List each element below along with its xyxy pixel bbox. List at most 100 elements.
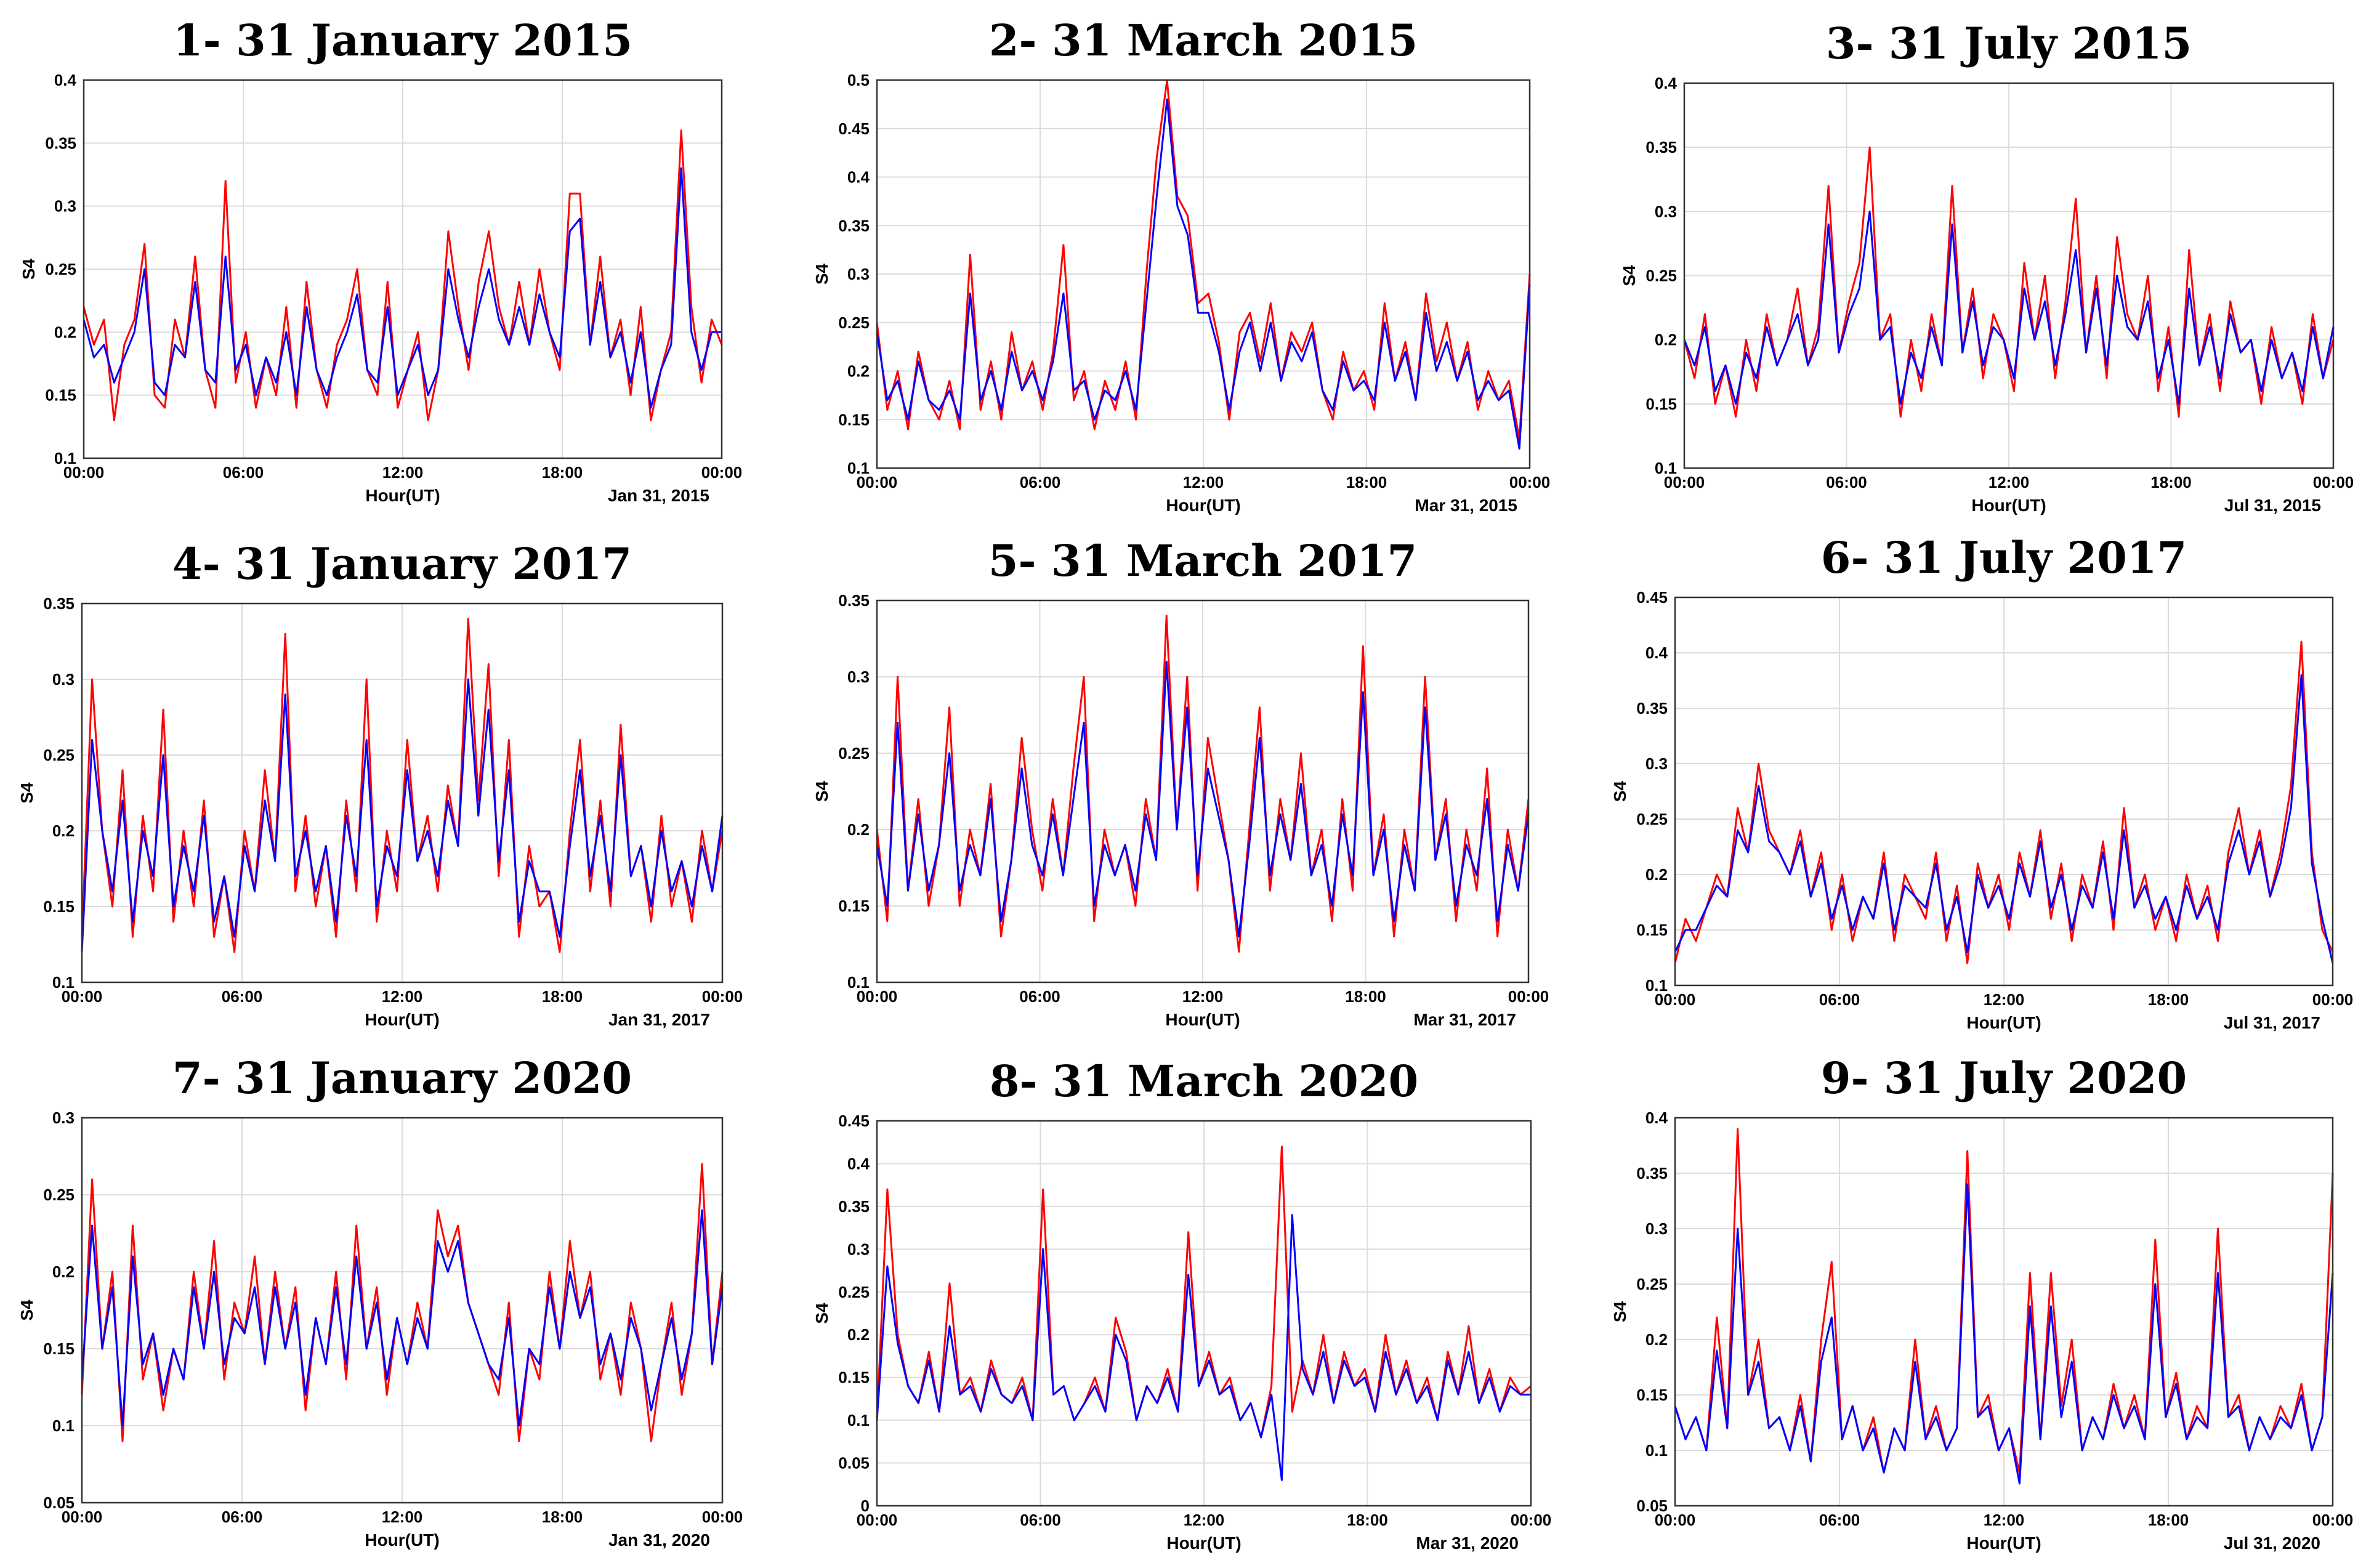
chart-panel-5: 5- 31 March 2017 00:00 06:00 12:00 18:00 00:0… [812,535,1549,1029]
y-axis-label: S4 [1610,780,1629,802]
y-tick-label: 0.4 [847,168,870,187]
x-tick-label: 12:00 [382,463,424,482]
x-axis-label: Hour(UT) [365,1530,439,1550]
series-line-blue [81,1209,724,1427]
x-tick-label: 00:00 [1655,990,1696,1009]
date-label: Jan 31, 2017 [608,1010,710,1029]
x-axis-label: Hour(UT) [1166,496,1240,515]
chart-title: 2- 31 March 2015 [989,15,1418,66]
y-axis-label: S4 [1620,265,1639,286]
x-tick-label: 18:00 [542,463,583,482]
x-tick-label: 12:00 [1184,1511,1225,1529]
y-tick-label: 0.3 [52,670,75,689]
x-tick-label: 00:00 [857,987,898,1006]
x-tick-label: 06:00 [1819,990,1860,1009]
y-tick-label: 0.15 [1636,1386,1668,1404]
y-tick-label: 0.35 [838,591,870,610]
date-label: Jul 31, 2015 [2224,496,2321,515]
y-axis-label: S4 [812,780,831,802]
chart-title: 3- 31 July 2015 [1826,18,2192,69]
x-tick-label: 18:00 [2148,990,2189,1009]
y-tick-label: 0.25 [1636,1275,1668,1293]
y-tick-label: 0.3 [847,1240,870,1258]
y-tick-label: 0.4 [847,1154,870,1173]
x-tick-label: 12:00 [382,1508,423,1526]
x-tick-label: 18:00 [1345,987,1386,1006]
y-tick-label: 0.15 [1645,395,1677,413]
series-line-red [876,1146,1532,1439]
plot-frame [1674,596,2334,987]
x-tick-label: 06:00 [1020,1511,1061,1529]
date-label: Jan 31, 2015 [608,486,709,505]
y-tick-label: 0.35 [43,594,75,613]
y-tick-label: 0.5 [847,71,870,89]
x-tick-label: 18:00 [2150,473,2192,491]
date-label: Mar 31, 2017 [1413,1010,1516,1029]
y-tick-label: 0.2 [54,323,76,341]
chart-panel-2: 2- 31 March 2015 00:00 06:00 12:00 18:00 00:0… [812,15,1550,515]
series-line-blue [1674,1183,2334,1485]
y-tick-label: 0.2 [1645,865,1668,884]
x-tick-label: 06:00 [1819,1511,1860,1529]
plot-frame [81,1117,724,1504]
y-tick-label: 0.15 [43,897,75,916]
y-tick-label: 0.1 [52,1416,75,1435]
y-tick-label: 0.05 [43,1493,75,1512]
y-axis-label: S4 [17,782,36,804]
x-axis-label: Hour(UT) [1966,1013,2041,1032]
y-tick-label: 0.3 [1645,1219,1668,1238]
x-axis-label: Hour(UT) [1165,1010,1240,1029]
x-tick-label: 00:00 [1508,987,1549,1006]
y-tick-label: 0.1 [1645,1441,1668,1460]
x-tick-label: 12:00 [1988,473,2030,491]
date-label: Jan 31, 2020 [608,1530,710,1550]
y-tick-label: 0.45 [838,119,870,138]
y-tick-label: 0.35 [1636,1164,1668,1182]
chart-panel-8: 8- 31 March 2020 00:00 06:00 12:00 18:00 00:0… [812,1056,1551,1553]
series-line-blue [1683,210,2335,405]
y-tick-label: 0.4 [1655,74,1678,92]
x-tick-label: 06:00 [223,463,264,482]
y-tick-label: 0.1 [847,459,870,477]
chart-title: 1- 31 January 2015 [173,15,632,66]
x-tick-label: 12:00 [1182,987,1224,1006]
y-tick-label: 0.25 [838,744,870,762]
chart-title: 8- 31 March 2020 [990,1056,1418,1107]
y-tick-label: 0.35 [1636,699,1668,717]
date-label: Jul 31, 2017 [2224,1013,2320,1032]
y-tick-label: 0.3 [54,197,76,216]
chart-title: 5- 31 March 2017 [988,535,1417,586]
series-line-blue [81,678,724,952]
x-tick-label: 00:00 [63,463,105,482]
x-tick-label: 00:00 [857,473,898,491]
series-line-blue [876,99,1531,450]
y-tick-label: 0.35 [838,216,870,235]
y-tick-label: 0.3 [52,1109,75,1127]
y-tick-label: 0.35 [1645,138,1677,156]
y-tick-label: 0.25 [43,1186,75,1204]
y-tick-label: 0.1 [1645,976,1668,995]
series-line-red [83,129,723,422]
y-tick-label: 0.1 [54,449,76,467]
x-tick-label: 06:00 [222,987,263,1006]
y-tick-label: 0.25 [838,1283,870,1301]
x-axis-label: Hour(UT) [1166,1534,1241,1553]
x-axis-label: Hour(UT) [1971,496,2046,515]
y-axis-label: S4 [1610,1301,1629,1322]
y-tick-label: 0.3 [847,668,870,686]
y-tick-label: 0.3 [847,265,870,283]
y-tick-label: 0.15 [1636,921,1668,939]
series-line-blue [83,167,722,409]
x-tick-label: 00:00 [1509,473,1551,491]
y-tick-label: 0.1 [847,973,870,992]
y-axis-label: S4 [19,258,38,280]
y-tick-label: 0.15 [838,1368,870,1387]
y-tick-label: 0 [861,1497,870,1515]
series-line-blue [876,1214,1531,1481]
y-tick-label: 0.2 [847,1325,870,1344]
x-tick-label: 18:00 [542,1508,583,1526]
y-tick-label: 0.4 [1645,644,1668,662]
chart-panel-3: 3- 31 July 2015 00:00 06:00 12:00 18:00 00:00… [1620,18,2354,515]
x-tick-label: 00:00 [1511,1511,1552,1529]
y-tick-label: 0.35 [45,134,76,152]
